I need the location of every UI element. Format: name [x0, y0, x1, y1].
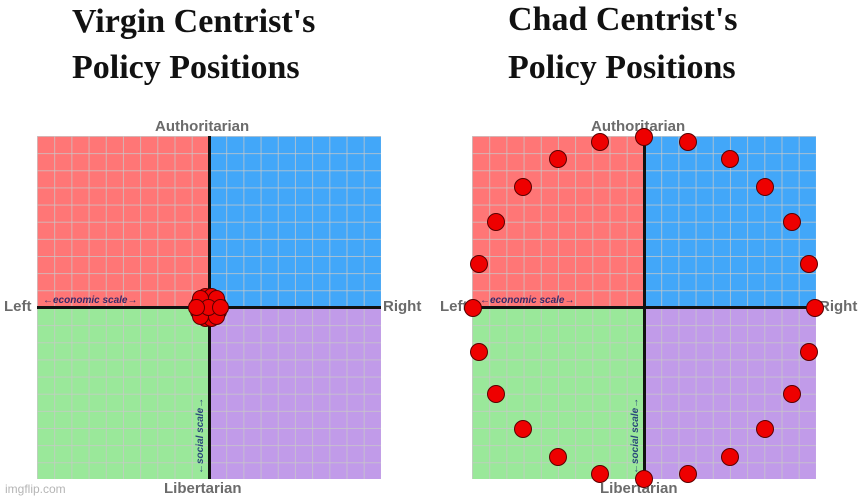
policy-dot [635, 469, 653, 488]
virgin-title-line2: Policy Positions [72, 49, 300, 86]
chad-title-line1: Chad Centrist's [508, 1, 738, 38]
chad-label-left: Left [440, 298, 468, 315]
policy-dot [470, 342, 488, 361]
policy-dot [188, 298, 205, 316]
virgin-label-left: Left [4, 298, 32, 315]
policy-dot [783, 212, 801, 231]
quadrant-libertarian-right [209, 307, 381, 479]
quadrant-libertarian-left [472, 307, 644, 479]
policy-dot [487, 212, 505, 231]
policy-dot [514, 177, 532, 196]
virgin-political-compass: ←economic scale→ ←social scale→ [37, 136, 381, 479]
economic-scale-label: ←economic scale→ [480, 295, 575, 306]
quadrant-libertarian-left [37, 307, 209, 479]
policy-dot [591, 464, 609, 483]
social-scale-label: ←social scale→ [630, 397, 641, 474]
policy-dot [591, 132, 609, 151]
virgin-label-right: Right [383, 298, 422, 315]
policy-dot [635, 127, 653, 146]
quadrant-authoritarian-left [37, 136, 209, 308]
policy-dot [783, 384, 801, 403]
policy-dot [464, 298, 482, 317]
policy-dot [549, 149, 567, 168]
social-axis [642, 136, 646, 479]
policy-dot [756, 177, 774, 196]
economic-scale-label: ←economic scale→ [43, 295, 138, 306]
policy-dot [470, 254, 488, 273]
virgin-label-authoritarian: Authoritarian [155, 118, 250, 135]
policy-dot [806, 298, 824, 317]
policy-dot [549, 447, 567, 466]
policy-dot [800, 254, 818, 273]
imgflip-watermark: imgflip.com [5, 482, 66, 496]
policy-dot [487, 384, 505, 403]
social-scale-label: ←social scale→ [195, 397, 206, 474]
chad-title-line2: Policy Positions [508, 49, 736, 86]
chad-label-libertarian: Libertarian [600, 480, 678, 497]
virgin-title-line1: Virgin Centrist's [72, 3, 316, 40]
virgin-label-libertarian: Libertarian [164, 480, 242, 497]
chad-political-compass: ←economic scale→ ←social scale→ [464, 127, 824, 488]
policy-dot [514, 419, 532, 438]
chad-label-right: Right [819, 298, 858, 315]
policy-dot [679, 132, 697, 151]
policy-dot [800, 342, 818, 361]
policy-dot [212, 298, 229, 316]
policy-dot [721, 149, 739, 168]
policy-dot [679, 464, 697, 483]
policy-dot [721, 447, 739, 466]
chad-label-authoritarian: Authoritarian [591, 118, 686, 135]
quadrant-authoritarian-right [209, 136, 381, 308]
policy-dot [756, 419, 774, 438]
